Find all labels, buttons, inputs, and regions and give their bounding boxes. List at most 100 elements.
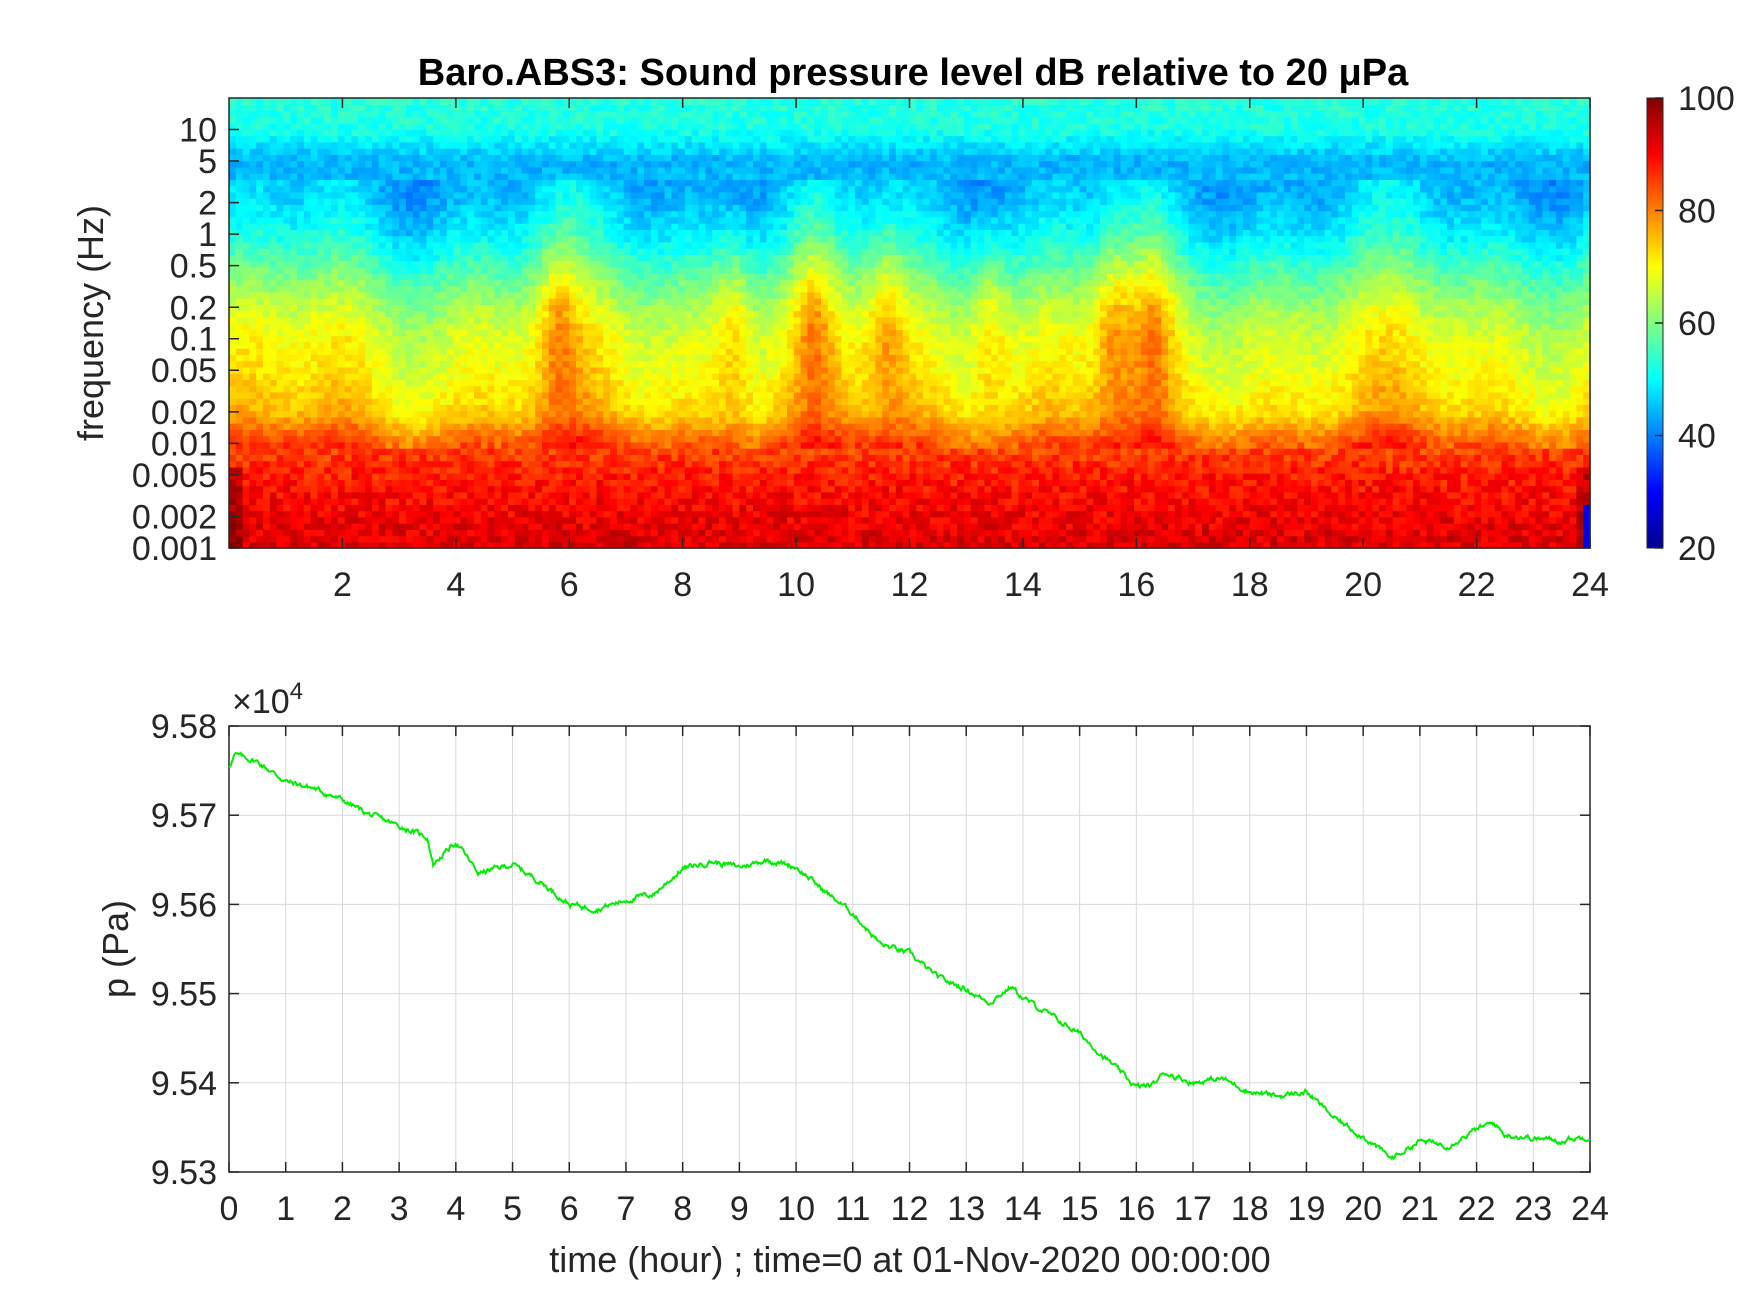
heatmap-cell (460, 279, 468, 287)
heatmap-cell (657, 316, 666, 324)
heatmap-cell (392, 248, 400, 255)
heatmap-cell (385, 385, 394, 393)
heatmap-cell (371, 398, 380, 405)
heatmap-cell (235, 116, 244, 124)
heatmap-cell (467, 298, 475, 305)
heatmap-cell (521, 204, 530, 212)
heatmap-cell (494, 416, 502, 424)
heatmap-cell (399, 335, 407, 343)
heatmap-cell (446, 123, 455, 130)
heatmap-cell (494, 441, 502, 449)
heatmap-cell (494, 473, 502, 480)
heatmap-cell (433, 266, 441, 274)
heatmap-cell (684, 354, 693, 362)
heatmap-cell (378, 191, 387, 199)
heatmap-cell (392, 191, 400, 199)
heatmap-cell (494, 166, 502, 174)
heatmap-cell (657, 248, 666, 255)
heatmap-cell (678, 398, 686, 405)
heatmap-cell (303, 266, 312, 274)
heatmap-cell (303, 373, 312, 380)
heatmap-cell (392, 135, 400, 143)
heatmap-cell (446, 98, 455, 105)
heatmap-cell (351, 291, 359, 299)
heatmap-cell (324, 248, 332, 255)
heatmap-cell (460, 129, 468, 137)
heatmap-cell (331, 341, 339, 349)
heatmap-cell (501, 435, 509, 443)
heatmap-cell (603, 266, 611, 274)
heatmap-cell (657, 385, 666, 393)
heatmap-cell (385, 204, 394, 212)
heatmap-cell (637, 179, 645, 187)
heatmap-cell (405, 366, 414, 374)
heatmap-cell (467, 541, 475, 549)
heatmap-cell (269, 291, 278, 299)
heatmap-cell (405, 529, 414, 537)
heatmap-cell (664, 429, 673, 437)
heatmap-cell (426, 229, 434, 237)
heatmap-cell (256, 498, 264, 505)
heatmap-cell (508, 248, 516, 255)
heatmap-cell (460, 360, 468, 368)
heatmap-cell (582, 423, 591, 430)
heatmap-cell (392, 254, 400, 262)
heatmap-cell (263, 479, 271, 487)
heatmap-cell (691, 516, 700, 524)
heatmap-cell (650, 229, 659, 237)
heatmap-cell (303, 423, 312, 430)
heatmap-cell (487, 110, 496, 118)
heatmap-cell (576, 423, 584, 430)
heatmap-cell (324, 541, 332, 549)
heatmap-cell (657, 166, 666, 174)
heatmap-cell (630, 510, 638, 518)
heatmap-cell (467, 241, 475, 249)
heatmap-cell (249, 485, 257, 493)
heatmap-cell (331, 498, 339, 505)
heatmap-cell (276, 366, 285, 374)
heatmap-cell (433, 398, 441, 405)
heatmap-cell (317, 448, 325, 455)
heatmap-cell (439, 198, 448, 205)
heatmap-cell (691, 279, 700, 287)
heatmap-cell (480, 260, 489, 268)
heatmap-cell (344, 291, 353, 299)
heatmap-cell (337, 379, 346, 387)
heatmap-cell (671, 354, 679, 362)
heatmap-cell (650, 298, 659, 305)
heatmap-cell (242, 435, 251, 443)
heatmap-cell (385, 98, 394, 105)
heatmap-cell (324, 291, 332, 299)
heatmap-cell (392, 198, 400, 205)
heatmap-cell (344, 373, 353, 380)
heatmap-cell (610, 304, 618, 312)
heatmap-cell (378, 291, 387, 299)
heatmap-cell (630, 98, 638, 105)
heatmap-cell (331, 285, 339, 293)
heatmap-cell (460, 173, 468, 180)
heatmap-cell (365, 260, 373, 268)
heatmap-cell (569, 360, 577, 368)
heatmap-cell (508, 154, 516, 162)
heatmap-cell (331, 535, 339, 543)
heatmap-cell (548, 204, 557, 212)
heatmap-cell (317, 179, 325, 187)
heatmap-cell (317, 523, 325, 530)
heatmap-cell (371, 241, 380, 249)
heatmap-cell (276, 191, 285, 199)
heatmap-cell (514, 129, 523, 137)
heatmap-cell (671, 154, 679, 162)
heatmap-cell (242, 229, 251, 237)
heatmap-cell (657, 204, 666, 212)
heatmap-cell (480, 104, 489, 112)
heatmap-cell (671, 129, 679, 137)
heatmap-cell (487, 510, 496, 518)
heatmap-cell (283, 498, 291, 505)
heatmap-cell (351, 348, 359, 355)
heatmap-cell (358, 323, 366, 330)
heatmap-cell (535, 316, 543, 324)
heatmap-cell (419, 316, 428, 324)
heatmap-cell (303, 323, 312, 330)
heatmap-cell (460, 285, 468, 293)
heatmap-cell (521, 304, 530, 312)
